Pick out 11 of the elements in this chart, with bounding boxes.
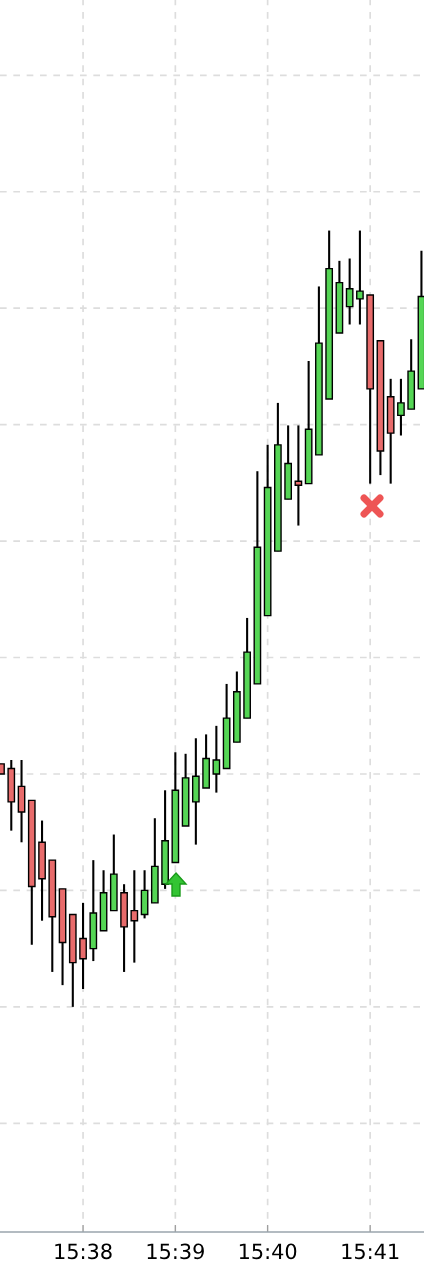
x-tick-label: 15:41 (342, 1243, 399, 1260)
x-tick-label: 15:40 (239, 1243, 297, 1260)
candlestick (356, 229, 364, 326)
x-tick-label: 15:39 (147, 1243, 204, 1260)
candlestick (130, 869, 139, 964)
candlestick (397, 377, 405, 437)
candlestick (345, 257, 354, 326)
candlestick (294, 424, 303, 527)
x-tick-label: 15:38 (55, 1243, 112, 1260)
candlestick (212, 724, 221, 794)
candlestick (79, 901, 87, 991)
